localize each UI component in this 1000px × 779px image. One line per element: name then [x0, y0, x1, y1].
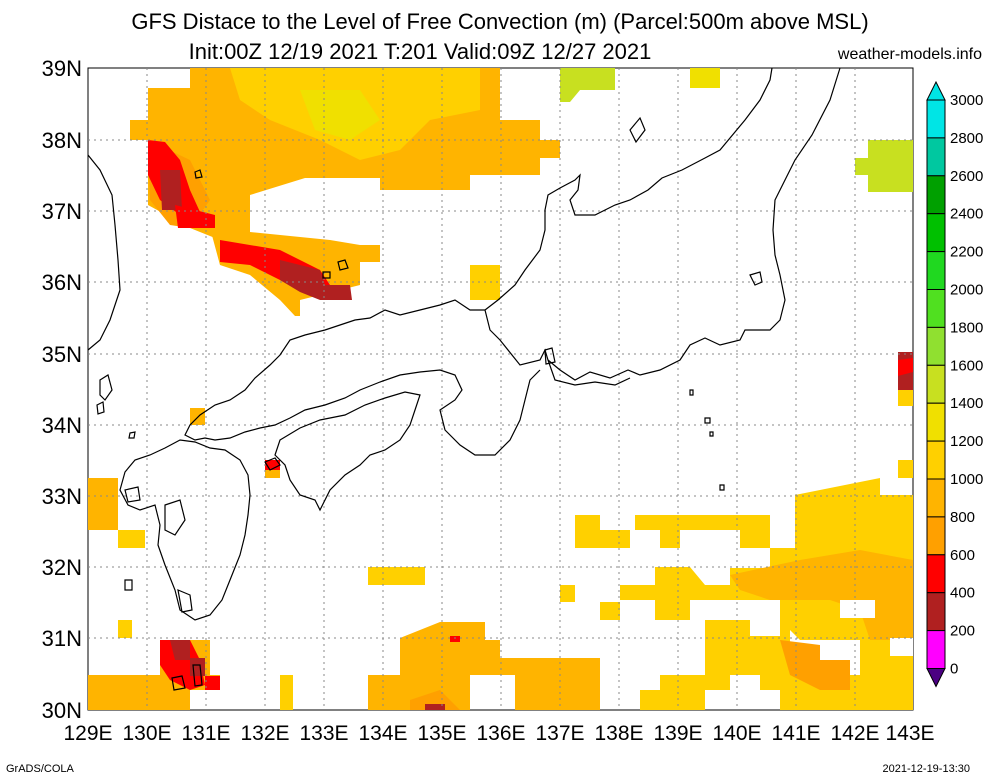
lat-label: 35N: [42, 342, 82, 367]
colorbar-label: 1400: [950, 395, 983, 412]
lon-label: 133E: [299, 722, 348, 745]
colorbar-label: 2400: [950, 206, 983, 223]
lat-label: 34N: [42, 413, 82, 438]
colorbar-swatch: [926, 99, 946, 139]
lat-label: 32N: [42, 555, 82, 580]
lat-label: 37N: [42, 199, 82, 224]
colorbar-label: 1800: [950, 319, 983, 336]
lon-label: 142E: [830, 722, 879, 745]
colorbar-label: 400: [950, 585, 975, 602]
colorbar-swatch: [926, 402, 946, 442]
colorbar-swatch: [926, 137, 946, 177]
lon-label: 138E: [594, 722, 643, 745]
colorbar-label: 800: [950, 509, 975, 526]
lon-label: 137E: [535, 722, 584, 745]
colorbar-label: 2600: [950, 168, 983, 185]
colorbar-swatch: [926, 440, 946, 480]
lon-label: 141E: [771, 722, 820, 745]
chart-subtitle: Init:00Z 12/19 2021 T:201 Valid:09Z 12/2…: [188, 39, 652, 64]
colorbar-swatch: [926, 668, 946, 688]
lat-label: 33N: [42, 484, 82, 509]
colorbar-label: 1600: [950, 357, 983, 374]
lon-label: 135E: [417, 722, 466, 745]
lat-label: 31N: [42, 626, 82, 651]
colorbar-swatch: [926, 554, 946, 594]
colorbar: 3000280026002400220020001800160014001200…: [926, 80, 983, 688]
colorbar-swatch: [926, 592, 946, 632]
latitude-labels: 39N 38N 37N 36N 35N 34N 33N 32N 31N 30N: [42, 56, 82, 723]
lat-label: 30N: [42, 698, 82, 723]
colorbar-label: 0: [950, 661, 958, 678]
colorbar-swatch: [926, 478, 946, 518]
colorbar-label: 2000: [950, 282, 983, 299]
colorbar-label: 1200: [950, 433, 983, 450]
lon-label: 130E: [122, 722, 171, 745]
gridlines: [88, 68, 913, 710]
lat-label: 38N: [42, 128, 82, 153]
timestamp: 2021-12-19-13:30: [882, 763, 970, 775]
colorbar-swatch: [926, 326, 946, 366]
lon-label: 129E: [63, 722, 112, 745]
colorbar-label: 200: [950, 623, 975, 640]
lon-label: 131E: [181, 722, 230, 745]
colorbar-swatch: [926, 289, 946, 328]
software-credit: GrADS/COLA: [6, 763, 74, 775]
site-label: weather-models.info: [837, 46, 982, 63]
lon-label: 134E: [358, 722, 407, 745]
colorbar-swatch: [926, 364, 946, 404]
colorbar-label: 2200: [950, 244, 983, 261]
lat-label: 36N: [42, 270, 82, 295]
colorbar-label: 1000: [950, 471, 983, 488]
colorbar-swatch: [926, 251, 946, 291]
colorbar-swatch: [926, 175, 946, 215]
colorbar-swatch: [926, 516, 946, 556]
lon-label: 140E: [712, 722, 761, 745]
colorbar-label: 2800: [950, 130, 983, 147]
colorbar-label: 3000: [950, 92, 983, 109]
colorbar-swatch: [926, 213, 946, 253]
colorbar-top-arrow: [926, 80, 946, 101]
longitude-labels: 129E 130E 131E 132E 133E 134E 135E 136E …: [63, 722, 934, 745]
lat-label: 39N: [42, 56, 82, 81]
lon-label: 136E: [476, 722, 525, 745]
colorbar-label: 600: [950, 547, 975, 564]
no-data-gaps: [750, 600, 913, 660]
lfc-shading: [88, 68, 913, 710]
lon-label: 143E: [885, 722, 934, 745]
colorbar-swatch: [926, 630, 946, 669]
chart-title: GFS Distace to the Level of Free Convect…: [131, 9, 869, 34]
coastlines: [87, 67, 841, 691]
lon-label: 132E: [240, 722, 289, 745]
lon-label: 139E: [653, 722, 702, 745]
